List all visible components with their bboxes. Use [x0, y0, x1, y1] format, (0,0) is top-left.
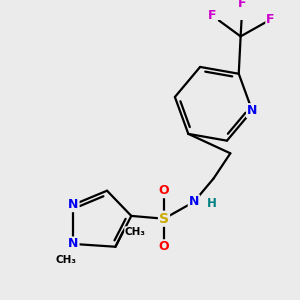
Text: O: O: [159, 240, 169, 253]
Text: N: N: [68, 198, 79, 211]
Text: F: F: [238, 0, 247, 10]
Text: O: O: [159, 184, 169, 197]
Text: CH₃: CH₃: [125, 227, 146, 237]
Text: F: F: [208, 9, 217, 22]
Text: S: S: [159, 212, 169, 226]
Text: N: N: [68, 237, 79, 250]
Text: H: H: [207, 197, 217, 210]
Text: N: N: [189, 195, 199, 208]
Text: N: N: [247, 104, 257, 117]
Text: CH₃: CH₃: [56, 255, 76, 265]
Text: F: F: [266, 13, 275, 26]
